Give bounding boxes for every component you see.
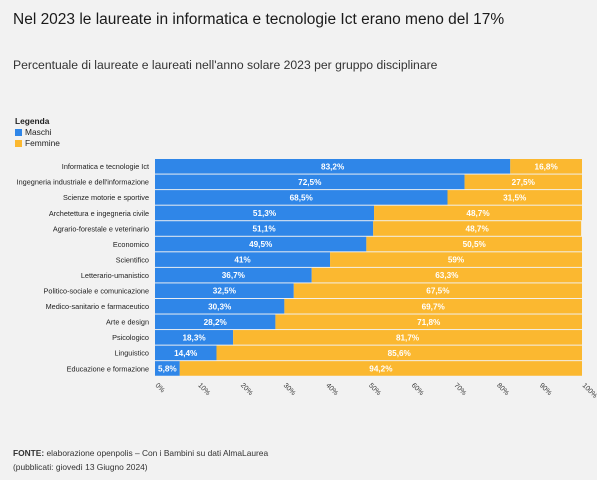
data-label: 59% bbox=[448, 256, 465, 265]
category-label: Letterario-umanistico bbox=[81, 271, 149, 280]
data-label: 31,5% bbox=[503, 193, 527, 202]
data-label: 5,8% bbox=[158, 364, 177, 373]
bar-maschi bbox=[155, 283, 294, 298]
data-label: 68,5% bbox=[290, 193, 314, 202]
data-label: 49,5% bbox=[249, 240, 273, 249]
bar-maschi bbox=[155, 190, 448, 205]
chart-title: Nel 2023 le laureate in informatica e te… bbox=[13, 11, 505, 28]
data-label: 83,2% bbox=[321, 162, 345, 171]
data-label: 85,6% bbox=[388, 349, 412, 358]
x-tick-label: 20% bbox=[239, 382, 254, 397]
bar-femmine bbox=[179, 361, 583, 376]
legend: Legenda Maschi Femmine bbox=[15, 116, 60, 149]
legend-swatch-maschi bbox=[15, 129, 22, 136]
bar-maschi bbox=[155, 205, 375, 221]
bar-femmine bbox=[233, 330, 583, 345]
data-label: 72,5% bbox=[298, 178, 322, 187]
data-label: 30,3% bbox=[208, 302, 232, 311]
bar-maschi bbox=[155, 252, 331, 267]
bar-femmine bbox=[447, 190, 582, 205]
category-label: Educazione e formazione bbox=[67, 364, 149, 373]
legend-label-femmine: Femmine bbox=[25, 138, 60, 148]
data-label: 48,7% bbox=[466, 209, 490, 218]
bar-femmine bbox=[311, 267, 582, 283]
bar-femmine bbox=[275, 314, 582, 330]
category-label: Scienze motorie e sportive bbox=[63, 193, 149, 202]
data-label: 48,7% bbox=[466, 225, 490, 234]
x-tick-label: 90% bbox=[538, 382, 553, 397]
bar-femmine bbox=[464, 174, 582, 190]
legend-item-femmine[interactable]: Femmine bbox=[15, 138, 60, 149]
x-tick-label: 10% bbox=[196, 382, 211, 397]
data-label: 16,8% bbox=[535, 162, 559, 171]
data-label: 69,7% bbox=[422, 302, 446, 311]
category-label: Psicologico bbox=[112, 333, 149, 342]
x-tick-label: 80% bbox=[495, 382, 510, 397]
chart-subtitle: Percentuale di laureate e laureati nell'… bbox=[13, 58, 438, 72]
bar-maschi bbox=[155, 221, 374, 236]
x-tick-label: 100% bbox=[581, 382, 597, 400]
bar-maschi bbox=[155, 361, 180, 376]
bar-maschi bbox=[155, 159, 511, 174]
category-label: Scientifico bbox=[116, 255, 149, 264]
category-label: Politico-sociale e comunicazione bbox=[44, 287, 149, 296]
bar-maschi bbox=[155, 298, 285, 314]
data-label: 32,5% bbox=[213, 287, 237, 296]
stacked-bar-chart: Informatica e tecnologie Ict 83,2% 16,8% In… bbox=[17, 159, 597, 400]
bar-maschi bbox=[155, 267, 312, 283]
data-label: 63,3% bbox=[435, 271, 459, 280]
category-label: Agrario-forestale e veterinario bbox=[53, 224, 149, 233]
bar-maschi bbox=[155, 345, 217, 361]
bar-femmine bbox=[366, 236, 582, 252]
category-label: Linguistico bbox=[115, 349, 149, 358]
bar-femmine bbox=[373, 221, 582, 236]
data-label: 71,8% bbox=[417, 318, 441, 327]
bar-maschi bbox=[155, 236, 367, 252]
x-tick-label: 70% bbox=[452, 382, 467, 397]
bar-maschi bbox=[155, 314, 276, 330]
data-label: 50,5% bbox=[463, 240, 487, 249]
source-text: elaborazione openpolis – Con i Bambini s… bbox=[46, 448, 269, 458]
category-label: Archetettura e ingegneria civile bbox=[49, 209, 149, 218]
data-label: 94,2% bbox=[369, 364, 393, 373]
bar-maschi bbox=[155, 174, 465, 190]
data-label: 14,4% bbox=[174, 349, 198, 358]
footer: FONTE: elaborazione openpolis – Con i Ba… bbox=[13, 446, 268, 474]
bar-maschi bbox=[155, 330, 234, 345]
category-label: Ingegneria industriale e dell'informazio… bbox=[17, 178, 149, 187]
legend-label-maschi: Maschi bbox=[25, 127, 52, 137]
bar-femmine bbox=[374, 205, 582, 221]
data-label: 41% bbox=[234, 256, 251, 265]
legend-swatch-femmine bbox=[15, 140, 22, 147]
bar-femmine bbox=[330, 252, 582, 267]
category-label: Medico-sanitario e farmaceutico bbox=[46, 302, 149, 311]
x-tick-label: 50% bbox=[367, 382, 382, 397]
bar-femmine bbox=[510, 159, 582, 174]
data-label: 51,3% bbox=[253, 209, 277, 218]
data-label: 18,3% bbox=[182, 333, 206, 342]
data-label: 51,1% bbox=[252, 225, 276, 234]
published-date: (pubblicati: giovedì 13 Giugno 2024) bbox=[13, 462, 148, 472]
legend-item-maschi[interactable]: Maschi bbox=[15, 127, 60, 138]
bar-femmine bbox=[293, 283, 582, 298]
data-label: 36,7% bbox=[222, 271, 246, 280]
x-tick-label: 40% bbox=[324, 382, 339, 397]
legend-title: Legenda bbox=[15, 116, 50, 126]
data-label: 81,7% bbox=[396, 333, 420, 342]
data-label: 67,5% bbox=[426, 287, 450, 296]
bar-femmine bbox=[216, 345, 582, 361]
bar-femmine bbox=[284, 298, 582, 314]
source-line: FONTE: elaborazione openpolis – Con i Ba… bbox=[13, 446, 268, 460]
data-label: 27,5% bbox=[512, 178, 536, 187]
source-label: FONTE: bbox=[13, 448, 45, 458]
x-tick-label: 30% bbox=[282, 382, 297, 397]
data-label: 28,2% bbox=[204, 318, 228, 327]
category-label: Informatica e tecnologie Ict bbox=[62, 162, 149, 171]
category-label: Arte e design bbox=[106, 318, 149, 327]
category-label: Economico bbox=[113, 240, 149, 249]
x-tick-label: 0% bbox=[154, 382, 166, 394]
x-tick-label: 60% bbox=[410, 382, 425, 397]
